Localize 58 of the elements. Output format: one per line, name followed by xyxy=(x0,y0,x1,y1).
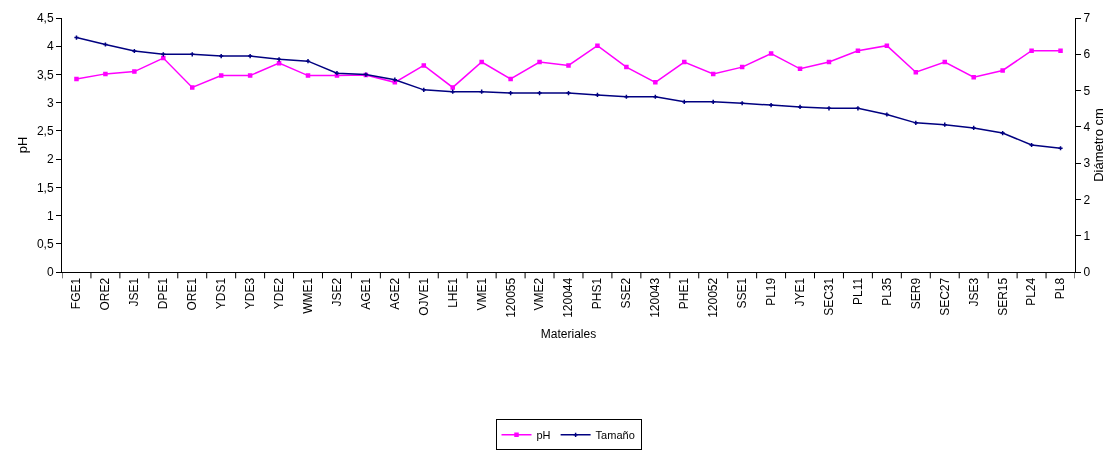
x-tick-label: AGE2 xyxy=(387,277,402,310)
x-tick-label: JSE3 xyxy=(966,277,981,307)
x-tick-label: PL35 xyxy=(879,277,894,306)
x-tick-label: 120055 xyxy=(503,277,518,318)
y-tick-label: 1,5 xyxy=(36,180,54,195)
x-tick-label: VME1 xyxy=(474,277,489,311)
x-tick-label: SSE2 xyxy=(619,277,634,309)
y-tick-label: 2,5 xyxy=(36,124,54,139)
y2-axis-title: Diámetro cm xyxy=(1091,108,1106,182)
y2-tick-label: 0 xyxy=(1083,265,1091,280)
x-tick-label: WME1 xyxy=(300,277,315,314)
x-tick-label: DPE1 xyxy=(156,277,171,310)
y-tick-label: 1 xyxy=(46,208,54,223)
y-tick-label: 2 xyxy=(46,152,54,167)
x-tick-label: YDE2 xyxy=(271,277,286,310)
x-tick-label: PL19 xyxy=(764,277,778,306)
y2-tick-label: 1 xyxy=(1083,228,1091,243)
x-tick-label: YDE3 xyxy=(243,277,258,310)
x-tick-label: JSE2 xyxy=(329,277,344,307)
y2-tick-label: 6 xyxy=(1083,47,1091,62)
y2-tick-label: 3 xyxy=(1083,156,1091,171)
x-tick-label: FGE1 xyxy=(69,277,84,310)
x-tick-label: SSE1 xyxy=(735,277,750,309)
x-tick-label: AGE1 xyxy=(358,277,373,310)
y-tick-label: 0,5 xyxy=(36,236,54,251)
x-tick-label: JYE1 xyxy=(792,277,807,307)
x-tick-label: OJVE1 xyxy=(416,277,431,316)
x-tick-label: SER15 xyxy=(995,277,1010,316)
x-axis-title: Materiales xyxy=(540,326,597,341)
x-tick-label: 120044 xyxy=(561,277,576,318)
y2-tick-label: 7 xyxy=(1083,11,1091,26)
x-tick-label: ORE1 xyxy=(185,277,200,311)
x-tick-label: PL11 xyxy=(850,277,865,305)
x-tick-label: YDS1 xyxy=(214,277,229,310)
y-tick-label: 3,5 xyxy=(36,67,54,82)
y2-tick-label: 2 xyxy=(1083,192,1091,207)
y-tick-label: 0 xyxy=(46,265,54,280)
x-tick-label: PHE1 xyxy=(677,277,692,310)
x-tick-label: VME2 xyxy=(532,277,547,311)
legend-label: Tamaño xyxy=(595,429,635,442)
x-tick-label: PL8 xyxy=(1053,277,1068,300)
x-tick-label: 120052 xyxy=(706,277,721,318)
x-tick-label: PL24 xyxy=(1024,277,1039,306)
x-tick-label: JSE1 xyxy=(127,277,142,307)
y-tick-label: 4,5 xyxy=(36,11,54,26)
y-tick-label: 4 xyxy=(46,39,54,54)
x-tick-label: PHS1 xyxy=(590,277,605,310)
y-axis-title: pH xyxy=(14,136,30,154)
y2-tick-label: 4 xyxy=(1083,120,1091,135)
legend-label: pH xyxy=(536,429,551,442)
y2-tick-label: 5 xyxy=(1083,83,1091,98)
x-tick-label: ORE2 xyxy=(98,277,113,311)
x-tick-label: 120043 xyxy=(648,277,663,318)
x-tick-label: LHE1 xyxy=(445,277,460,308)
y-tick-label: 3 xyxy=(46,95,54,110)
x-tick-label: SEC27 xyxy=(937,277,952,316)
x-tick-label: SEC31 xyxy=(821,277,836,316)
x-tick-label: SER9 xyxy=(908,277,923,310)
